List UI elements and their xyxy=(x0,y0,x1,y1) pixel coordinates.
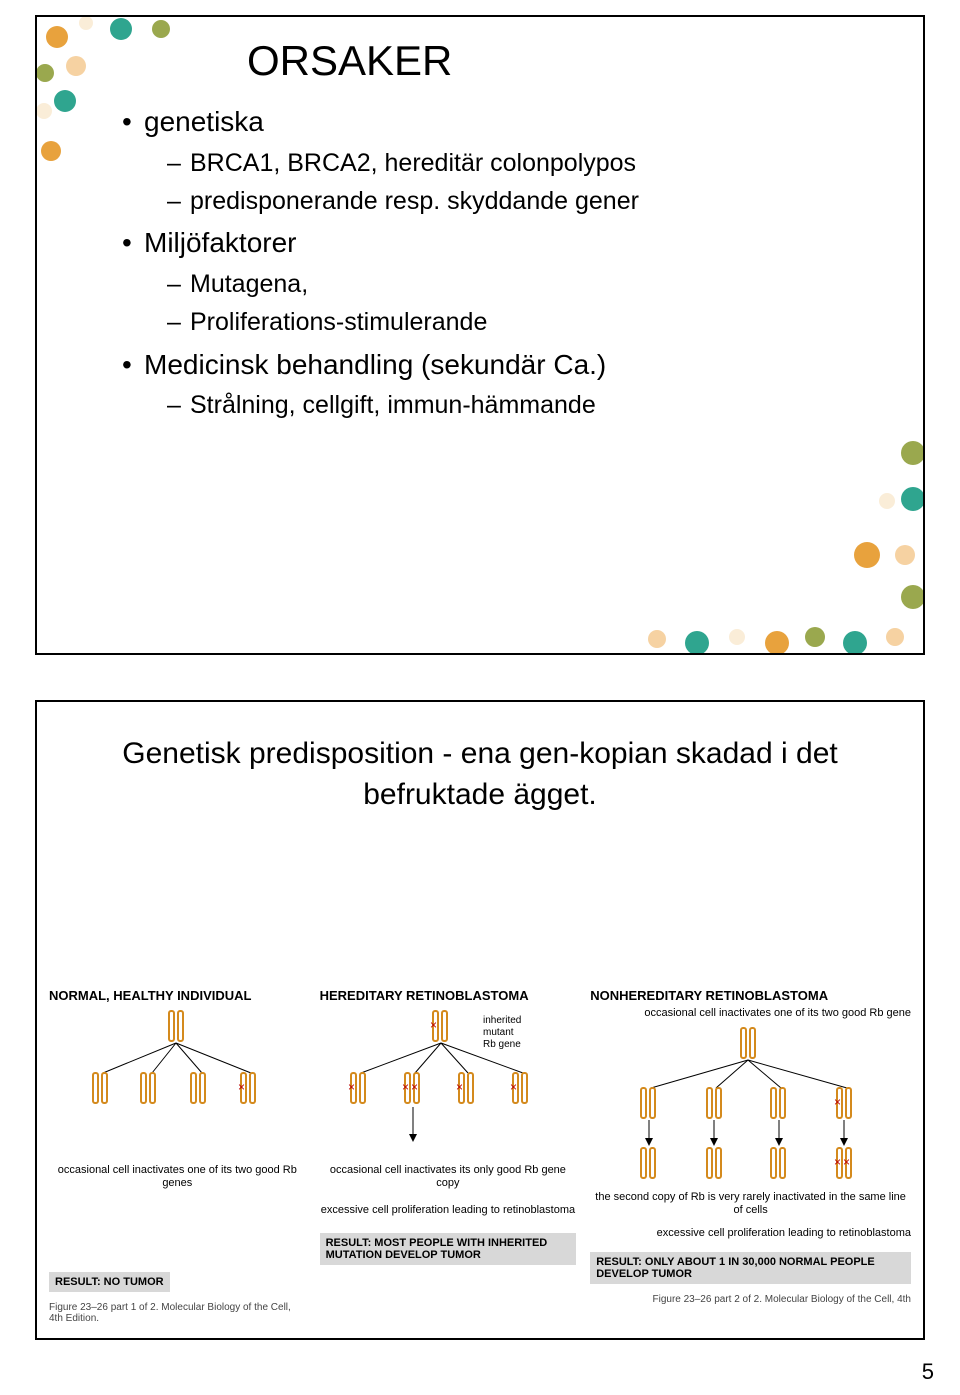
result-box: RESULT: ONLY ABOUT 1 IN 30,000 NORMAL PE… xyxy=(590,1252,911,1284)
panel-normal: NORMAL, HEALTHY INDIVIDUAL xyxy=(49,986,306,1324)
page-number: 5 xyxy=(922,1359,934,1385)
panel-note: the second copy of Rb is very rarely ina… xyxy=(590,1191,911,1217)
svg-text:×: × xyxy=(834,1095,841,1109)
panel-note: excessive cell proliferation leading to … xyxy=(590,1227,911,1240)
diagram-icon: × xyxy=(77,1007,277,1157)
bullet-genetiska: genetiska xyxy=(122,103,923,141)
sub-bullet: BRCA1, BRCA2, hereditär colonpolypos xyxy=(122,147,923,181)
page: ORSAKER genetiska BRCA1, BRCA2, hereditä… xyxy=(0,0,960,1395)
slide2-title: Genetisk predisposition - ena gen-kopian… xyxy=(97,734,863,815)
svg-text:×: × xyxy=(843,1155,850,1169)
panel-nonhereditary: NONHEREDITARY RETINOBLASTOMA occasional … xyxy=(590,986,911,1324)
slide-1: ORSAKER genetiska BRCA1, BRCA2, hereditä… xyxy=(35,15,925,655)
sub-bullet: Strålning, cellgift, immun-hämmande xyxy=(122,389,923,423)
svg-text:×: × xyxy=(510,1080,517,1094)
note: Rb gene xyxy=(483,1039,521,1050)
panel-note: occasional cell inactivates its only goo… xyxy=(320,1164,577,1190)
note: inherited xyxy=(483,1015,521,1026)
result-box: RESULT: NO TUMOR xyxy=(49,1272,170,1292)
sub-bullet: Mutagena, xyxy=(122,268,923,302)
figure-row: NORMAL, HEALTHY INDIVIDUAL xyxy=(49,986,911,1324)
diagram-icon: × inherited mutant Rb gene × ×× × × xyxy=(333,1007,563,1157)
chrom-schematic: × inherited mutant Rb gene × ×× × × xyxy=(320,1007,577,1160)
panel-hereditary: HEREDITARY RETINOBLASTOMA × inherited mu… xyxy=(320,986,577,1324)
bullet-miljofaktorer: Miljöfaktorer xyxy=(122,224,923,262)
svg-text:×: × xyxy=(430,1018,437,1032)
svg-text:×: × xyxy=(402,1080,409,1094)
figure-caption: Figure 23–26 part 2 of 2. Molecular Biol… xyxy=(590,1294,911,1305)
panel-heading: NONHEREDITARY RETINOBLASTOMA xyxy=(590,988,911,1003)
slide-title: ORSAKER xyxy=(247,37,923,85)
panel-note: occasional cell inactivates one of its t… xyxy=(49,1164,306,1190)
sub-bullet: predisponerande resp. skyddande gener xyxy=(122,185,923,219)
bullet-medicinsk: Medicinsk behandling (sekundär Ca.) xyxy=(122,346,923,384)
panel-note: occasional cell inactivates one of its t… xyxy=(590,1007,911,1020)
sub-bullet: Proliferations-stimulerande xyxy=(122,306,923,340)
panel-heading: NORMAL, HEALTHY INDIVIDUAL xyxy=(49,988,306,1003)
note: mutant xyxy=(483,1027,514,1038)
result-box: RESULT: MOST PEOPLE WITH INHERITED MUTAT… xyxy=(320,1233,577,1265)
diagram-icon: × ×× xyxy=(611,1024,891,1184)
decoration-bottom-right xyxy=(597,437,925,655)
panel-note: excessive cell proliferation leading to … xyxy=(320,1204,577,1217)
slide-body: genetiska BRCA1, BRCA2, hereditär colonp… xyxy=(37,103,923,423)
svg-text:×: × xyxy=(834,1155,841,1169)
figure-caption: Figure 23–26 part 1 of 2. Molecular Biol… xyxy=(49,1302,306,1324)
svg-text:×: × xyxy=(348,1080,355,1094)
svg-text:×: × xyxy=(456,1080,463,1094)
chrom-schematic: × xyxy=(49,1007,306,1160)
svg-text:×: × xyxy=(411,1080,418,1094)
chrom-schematic: × ×× xyxy=(590,1024,911,1187)
slide-2: Genetisk predisposition - ena gen-kopian… xyxy=(35,700,925,1340)
svg-text:×: × xyxy=(238,1080,245,1094)
panel-heading: HEREDITARY RETINOBLASTOMA xyxy=(320,988,577,1003)
